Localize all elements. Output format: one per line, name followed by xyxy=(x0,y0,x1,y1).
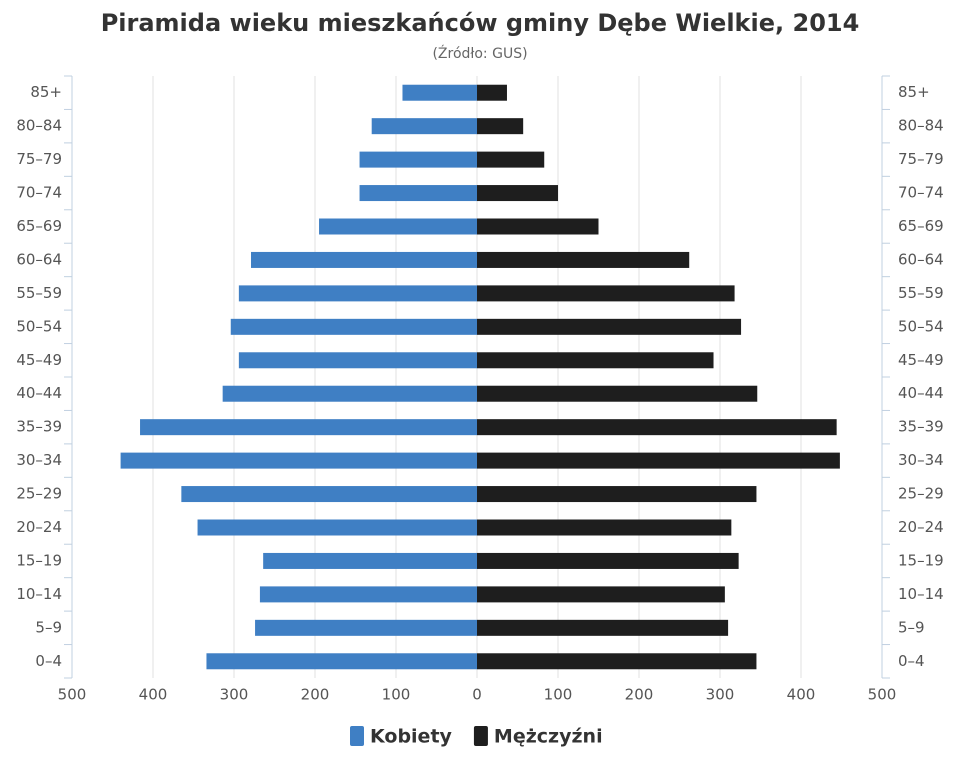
y-tick-label: 40–44 xyxy=(16,384,62,402)
bar xyxy=(181,486,477,503)
y-tick-label: 85+ xyxy=(30,83,62,101)
bar xyxy=(402,84,477,101)
bar xyxy=(477,285,735,302)
y-tick-label: 35–39 xyxy=(16,418,62,436)
y-tick-label: 45–49 xyxy=(16,351,62,369)
bar xyxy=(477,251,690,268)
y-tick-label: 20–24 xyxy=(16,518,62,536)
bar xyxy=(477,318,742,335)
chart-subtitle: (Źródło: GUS) xyxy=(432,44,527,62)
x-tick-label: 0 xyxy=(472,686,482,704)
y-tick-label: 65–69 xyxy=(898,217,944,235)
bar xyxy=(222,385,477,402)
y-tick-label: 70–74 xyxy=(898,184,944,202)
x-tick-label: 100 xyxy=(382,686,411,704)
chart-title: Piramida wieku mieszkańców gminy Dębe Wi… xyxy=(101,9,860,37)
legend-label: Kobiety xyxy=(370,726,453,748)
y-tick-label: 85+ xyxy=(898,83,930,101)
bar xyxy=(259,586,477,603)
y-tick-label: 0–4 xyxy=(35,652,62,670)
bar xyxy=(477,452,840,469)
y-tick-label: 80–84 xyxy=(898,117,944,135)
bar xyxy=(359,185,477,202)
legend-label: Mężczyźni xyxy=(494,726,603,748)
x-tick-label: 200 xyxy=(625,686,654,704)
bar xyxy=(197,519,478,536)
y-tick-label: 60–64 xyxy=(16,250,62,268)
bar xyxy=(477,151,545,168)
y-tick-label: 30–34 xyxy=(16,451,62,469)
y-tick-label: 55–59 xyxy=(898,284,944,302)
bar xyxy=(255,619,477,636)
bar xyxy=(477,84,507,101)
legend-swatch xyxy=(473,726,488,746)
bar xyxy=(238,352,477,369)
y-tick-label: 10–14 xyxy=(898,585,944,603)
x-tick-label: 400 xyxy=(787,686,816,704)
y-tick-label: 5–9 xyxy=(35,618,62,636)
legend-swatch xyxy=(350,726,364,746)
x-tick-label: 300 xyxy=(220,686,249,704)
bar xyxy=(477,352,714,369)
bar xyxy=(477,486,757,503)
bar xyxy=(230,318,477,335)
bar xyxy=(140,419,478,436)
y-tick-label: 50–54 xyxy=(898,317,944,335)
y-tick-label: 65–69 xyxy=(16,217,62,235)
bar xyxy=(477,586,725,603)
bar xyxy=(120,452,477,469)
x-tick-label: 400 xyxy=(139,686,168,704)
bar xyxy=(206,653,477,670)
y-tick-label: 30–34 xyxy=(898,451,944,469)
y-tick-label: 15–19 xyxy=(16,551,62,569)
bar xyxy=(251,251,477,268)
y-tick-label: 75–79 xyxy=(898,150,944,168)
y-tick-label: 70–74 xyxy=(16,184,62,202)
bar xyxy=(319,218,477,235)
y-tick-label: 50–54 xyxy=(16,317,62,335)
y-tick-label: 5–9 xyxy=(898,618,925,636)
x-tick-label: 500 xyxy=(868,686,897,704)
x-tick-label: 200 xyxy=(301,686,330,704)
y-tick-label: 55–59 xyxy=(16,284,62,302)
y-tick-label: 40–44 xyxy=(898,384,944,402)
bar xyxy=(477,519,732,536)
y-tick-label: 15–19 xyxy=(898,551,944,569)
bar xyxy=(477,619,729,636)
y-tick-label: 45–49 xyxy=(898,351,944,369)
y-tick-label: 10–14 xyxy=(16,585,62,603)
bar xyxy=(359,151,477,168)
bar xyxy=(477,218,599,235)
y-tick-label: 25–29 xyxy=(898,485,944,503)
y-tick-label: 75–79 xyxy=(16,150,62,168)
y-tick-label: 25–29 xyxy=(16,485,62,503)
bar xyxy=(263,552,477,569)
bar xyxy=(371,118,477,135)
bar xyxy=(477,552,739,569)
x-tick-label: 500 xyxy=(58,686,87,704)
x-tick-label: 300 xyxy=(706,686,735,704)
y-tick-label: 20–24 xyxy=(898,518,944,536)
y-tick-label: 35–39 xyxy=(898,418,944,436)
y-tick-label: 0–4 xyxy=(898,652,925,670)
bar xyxy=(477,419,837,436)
y-tick-label: 60–64 xyxy=(898,250,944,268)
x-tick-label: 100 xyxy=(544,686,573,704)
bar xyxy=(477,653,757,670)
bar xyxy=(477,185,558,202)
bar xyxy=(477,118,524,135)
bar xyxy=(477,385,758,402)
y-tick-label: 80–84 xyxy=(16,117,62,135)
bar xyxy=(238,285,477,302)
